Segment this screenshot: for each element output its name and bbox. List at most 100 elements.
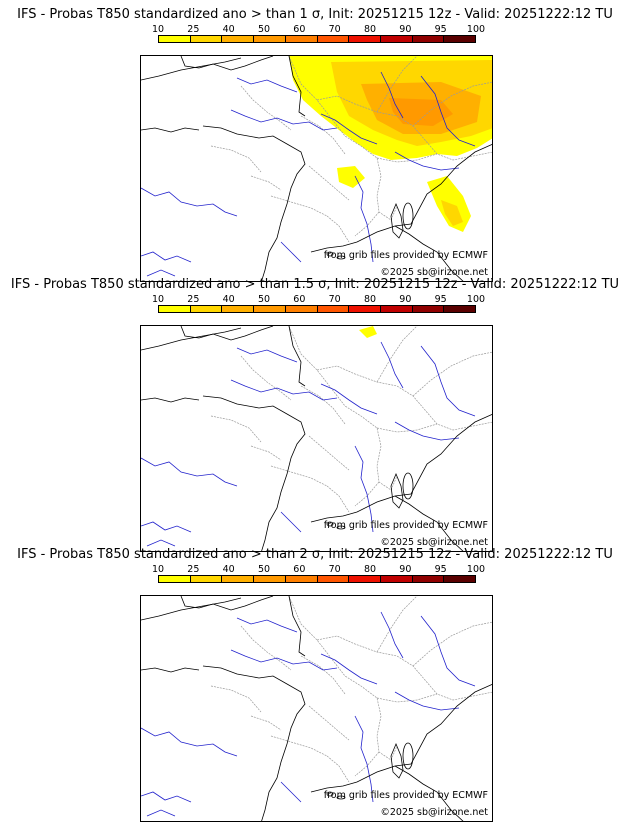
region-border (270, 195, 328, 217)
legend-swatch (285, 306, 318, 312)
region-border (308, 435, 350, 471)
coastline (141, 327, 242, 351)
region-border (412, 621, 492, 667)
coastline (180, 56, 274, 71)
coastline (202, 395, 306, 551)
legend-swatch (317, 306, 350, 312)
river (146, 809, 176, 817)
river (420, 345, 476, 417)
river (141, 521, 192, 533)
legend-swatch (412, 36, 445, 42)
legend-tick-label: 80 (363, 24, 377, 35)
legend-tick-label: 70 (328, 294, 341, 305)
legend-swatch (412, 306, 445, 312)
legend-bar (158, 575, 476, 583)
probability-map[interactable]: from grib files provided by ECMWF ©2025 … (140, 325, 493, 552)
region-border (376, 326, 418, 383)
legend-swatch (254, 36, 286, 42)
island (326, 251, 334, 257)
river (280, 241, 302, 263)
region-border (240, 85, 292, 131)
river (280, 511, 302, 533)
region-border (326, 485, 350, 513)
legend-ticks: 10 25 40 50 60 70 80 90 95 100 (152, 294, 485, 305)
legend-tick-label: 95 (434, 24, 447, 35)
legend-tick-label: 10 (151, 564, 165, 575)
region-border (326, 755, 350, 783)
panel-2: IFS - Probas T850 standardized ano > tha… (0, 277, 630, 552)
island (326, 521, 334, 527)
river (380, 71, 404, 119)
legend-swatch (159, 576, 191, 582)
coastline (180, 596, 274, 611)
legend-swatch (159, 36, 191, 42)
river (230, 649, 338, 671)
river (394, 151, 460, 171)
region-border (240, 355, 292, 401)
coastline (394, 765, 464, 821)
river (394, 421, 460, 441)
river (354, 175, 374, 263)
credit-source: from grib files provided by ECMWF (323, 520, 488, 531)
probability-map[interactable]: from grib files provided by ECMWF ©2025 … (140, 595, 493, 822)
river (141, 791, 192, 803)
legend-tick-label: 60 (293, 564, 306, 575)
island (402, 472, 414, 500)
coastline (202, 665, 306, 821)
legend-swatch (190, 576, 223, 582)
legend-tick-label: 100 (466, 24, 486, 35)
river (230, 109, 338, 131)
legend-tick-label: 40 (222, 24, 235, 35)
color-legend: 10 25 40 50 60 70 80 90 95 100 (152, 564, 485, 586)
legend-swatch (380, 306, 413, 312)
color-legend: 10 25 40 50 60 70 80 90 95 100 (152, 24, 485, 46)
coastline (310, 144, 492, 253)
region-border (300, 115, 346, 155)
river (280, 781, 302, 803)
legend-swatch (285, 36, 318, 42)
region-border (376, 423, 438, 433)
probability-map[interactable]: from grib files provided by ECMWF ©2025 … (140, 55, 493, 282)
legend-tick-label: 10 (151, 24, 165, 35)
region-border (210, 145, 262, 173)
legend-tick-label: 60 (293, 294, 306, 305)
river (141, 187, 238, 217)
legend-tick-label: 25 (187, 564, 200, 575)
legend-tick-label: 50 (257, 24, 271, 35)
legend-swatch (444, 576, 476, 582)
coastline (390, 202, 404, 239)
legend-swatch (349, 306, 381, 312)
legend-ticks: 10 25 40 50 60 70 80 90 95 100 (152, 564, 485, 575)
legend-tick-label: 95 (434, 564, 447, 575)
region-border (270, 465, 328, 487)
panel-title: IFS - Probas T850 standardized ano > tha… (10, 277, 620, 292)
credit-copyright: ©2025 sb@irizone.net (380, 807, 488, 818)
region-border (250, 445, 282, 461)
river (320, 653, 378, 685)
region-border (316, 635, 492, 701)
river (380, 341, 404, 389)
legend-tick-label: 95 (434, 294, 447, 305)
region-border (288, 326, 398, 491)
region-border (288, 596, 398, 761)
credit-source: from grib files provided by ECMWF (323, 250, 488, 261)
legend-swatch (317, 36, 350, 42)
region-border (270, 735, 328, 757)
legend-swatch (285, 576, 318, 582)
river (141, 727, 238, 757)
region-border (376, 596, 418, 653)
probability-area (389, 98, 453, 126)
coastline (310, 414, 492, 523)
river (236, 617, 298, 633)
credit-copyright: ©2025 sb@irizone.net (380, 537, 488, 548)
river (354, 715, 374, 803)
legend-swatch (444, 306, 476, 312)
river (320, 113, 378, 145)
legend-swatch (349, 576, 381, 582)
coastline (180, 326, 274, 341)
legend-tick-label: 100 (466, 564, 486, 575)
coastline (288, 326, 306, 387)
legend-tick-label: 50 (257, 294, 271, 305)
legend-tick-label: 25 (187, 24, 200, 35)
probability-area (359, 326, 377, 338)
